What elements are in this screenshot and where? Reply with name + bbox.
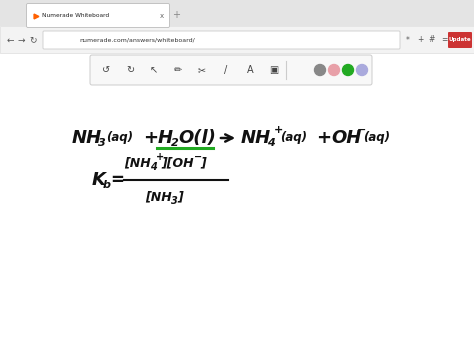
Text: K: K <box>92 171 106 189</box>
Bar <box>0 26 474 53</box>
Text: NH: NH <box>72 129 102 147</box>
Text: *: * <box>406 35 410 45</box>
Text: ↻: ↻ <box>126 65 134 75</box>
Text: [NH: [NH <box>145 191 172 203</box>
Text: [NH: [NH <box>124 156 151 169</box>
Text: ↻: ↻ <box>29 35 37 45</box>
Text: −: − <box>357 125 366 135</box>
Text: (aq): (aq) <box>363 131 390 145</box>
Text: ]: ] <box>177 191 183 203</box>
Text: +: + <box>316 129 331 147</box>
Text: 2: 2 <box>171 138 179 148</box>
Text: OH: OH <box>331 129 361 147</box>
Text: ][OH: ][OH <box>161 156 193 169</box>
Text: x: x <box>160 13 164 19</box>
Text: (aq): (aq) <box>106 131 133 145</box>
Text: Numerade Whiteboard: Numerade Whiteboard <box>42 13 109 18</box>
Text: +: + <box>156 152 164 162</box>
FancyBboxPatch shape <box>43 31 400 49</box>
FancyBboxPatch shape <box>90 55 372 85</box>
Text: ↖: ↖ <box>150 65 158 75</box>
Text: ▣: ▣ <box>269 65 279 75</box>
Text: 3: 3 <box>171 196 178 206</box>
Text: /: / <box>224 65 228 75</box>
Text: ]: ] <box>200 156 206 169</box>
Circle shape <box>343 65 354 75</box>
Text: (aq): (aq) <box>280 131 307 145</box>
Text: +: + <box>172 10 180 21</box>
Text: ✂: ✂ <box>198 65 206 75</box>
Circle shape <box>356 65 367 75</box>
FancyBboxPatch shape <box>27 3 170 27</box>
Text: →: → <box>17 35 25 45</box>
Text: =: = <box>441 35 447 45</box>
Text: H: H <box>158 129 173 147</box>
Text: Update: Update <box>449 38 471 43</box>
Text: NH: NH <box>241 129 271 147</box>
Text: −: − <box>194 152 202 162</box>
Circle shape <box>328 65 339 75</box>
Bar <box>0 0 474 26</box>
Text: numerade.com/answers/whiteboard/: numerade.com/answers/whiteboard/ <box>79 38 195 43</box>
Text: O(l): O(l) <box>178 129 216 147</box>
Text: A: A <box>246 65 253 75</box>
Text: 4: 4 <box>150 162 157 172</box>
Circle shape <box>315 65 326 75</box>
Text: 3: 3 <box>98 138 106 148</box>
Text: +: + <box>274 125 283 135</box>
Text: ✏: ✏ <box>174 65 182 75</box>
FancyBboxPatch shape <box>448 32 472 48</box>
Text: ←: ← <box>6 35 14 45</box>
Text: b: b <box>103 180 111 190</box>
Text: +: + <box>417 35 423 45</box>
Text: 4: 4 <box>267 138 275 148</box>
Text: +: + <box>143 129 158 147</box>
Text: =: = <box>110 171 124 189</box>
Text: ↺: ↺ <box>102 65 110 75</box>
Text: #: # <box>429 35 435 45</box>
